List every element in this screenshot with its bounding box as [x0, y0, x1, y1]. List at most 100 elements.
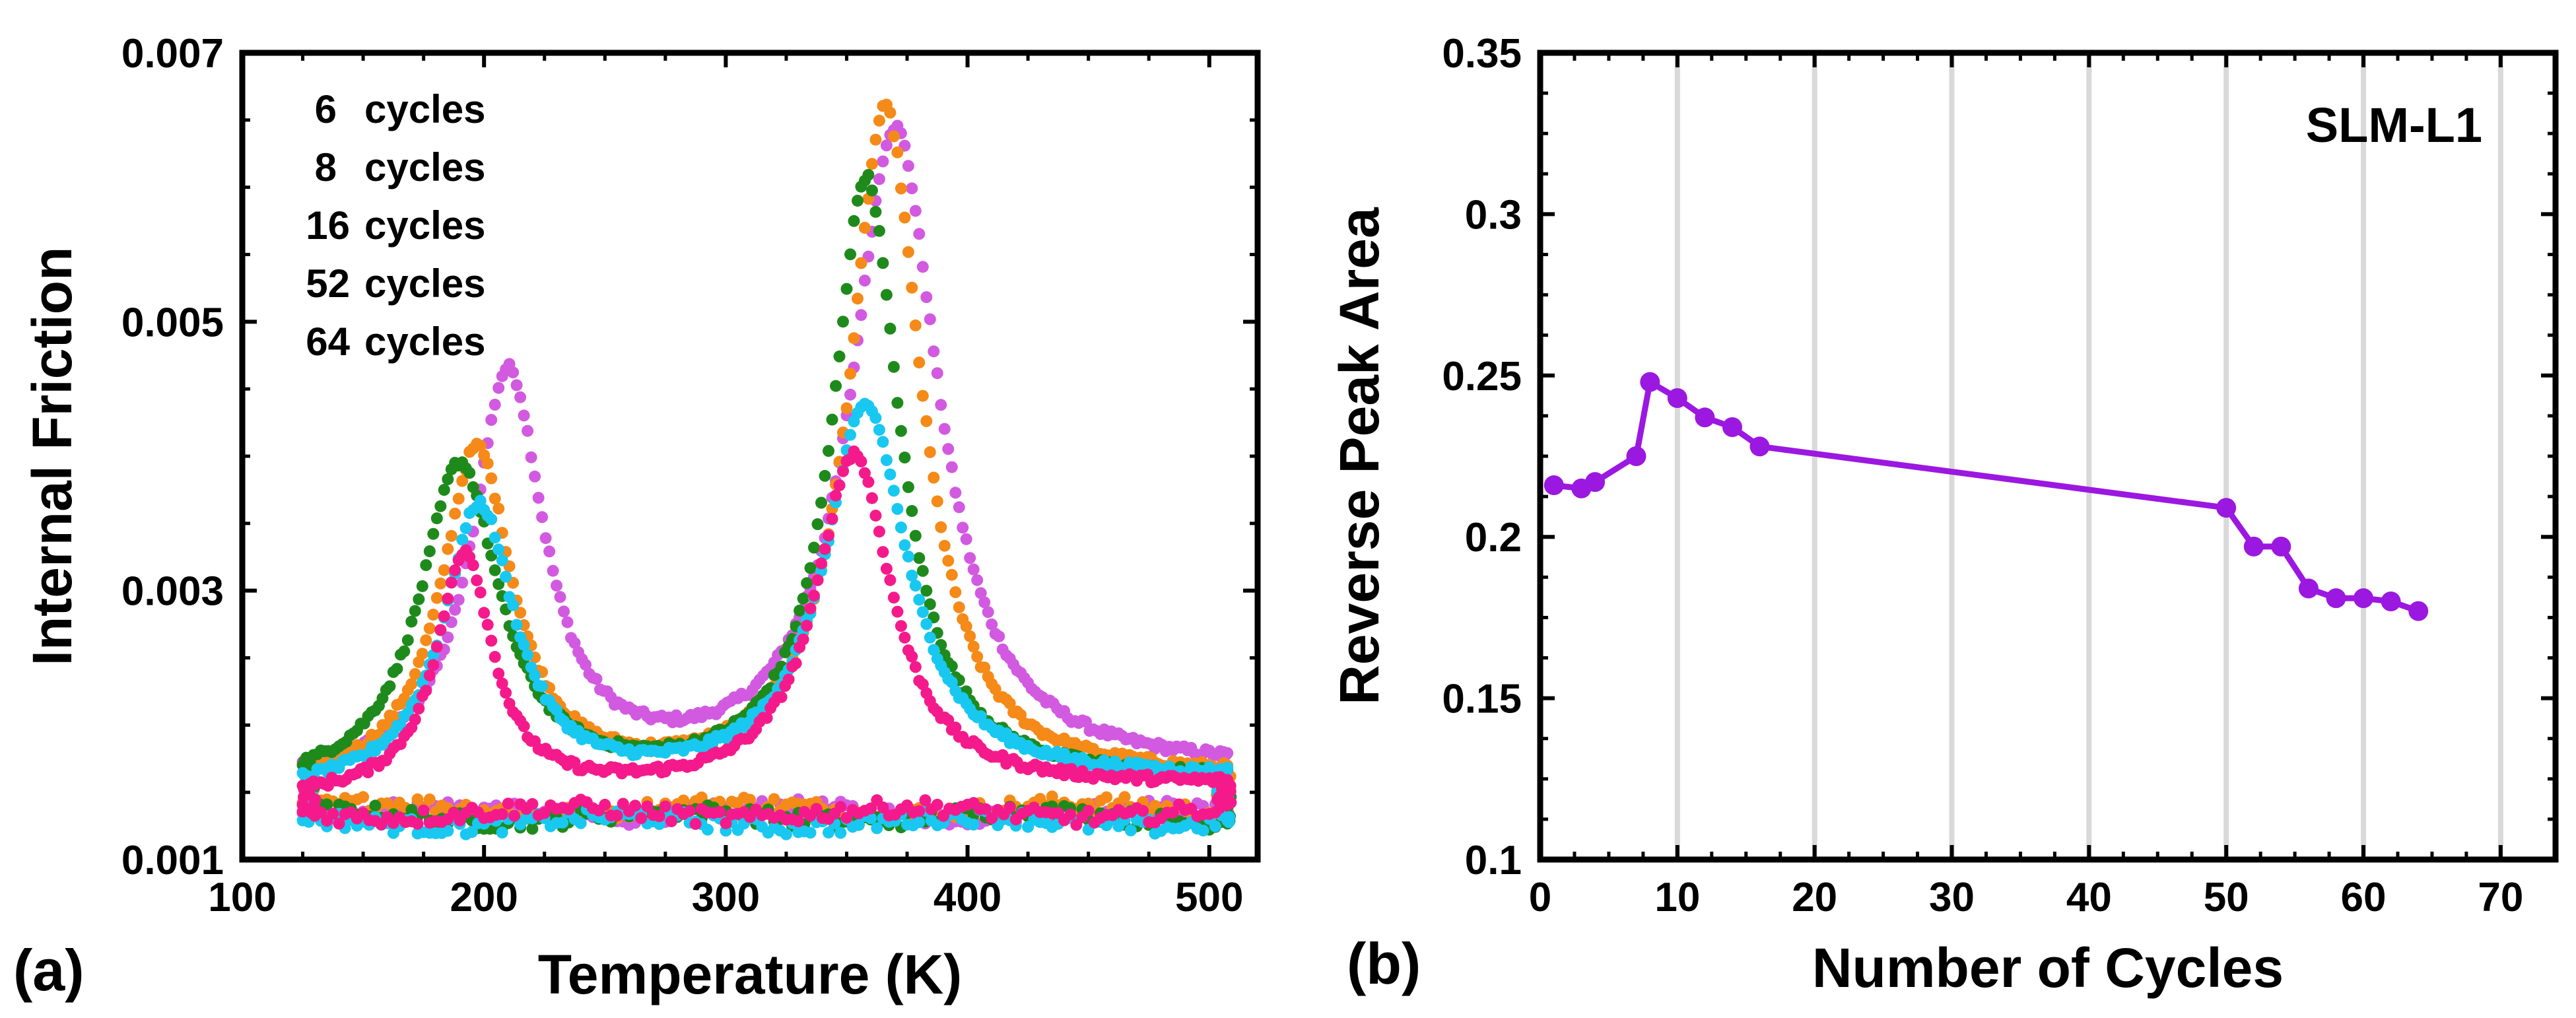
- data-point: [898, 631, 911, 644]
- data-point: [949, 586, 962, 598]
- data-point: [1082, 805, 1095, 817]
- data-point: [986, 618, 998, 630]
- data-point: [496, 554, 508, 566]
- data-point: [411, 793, 424, 805]
- b-ytick-label: 0.1: [1465, 838, 1522, 883]
- data-point: [438, 610, 450, 623]
- data-point: [449, 564, 461, 576]
- data-point: [442, 592, 454, 605]
- data-point: [790, 657, 802, 669]
- data-point: [2408, 601, 2429, 621]
- b-xtick-label: 50: [2204, 875, 2249, 920]
- data-point: [452, 594, 465, 606]
- data-point: [629, 799, 642, 812]
- data-point: [909, 205, 922, 217]
- data-point: [931, 495, 943, 508]
- data-point: [514, 391, 527, 403]
- data-point: [434, 500, 447, 512]
- data-point: [507, 599, 520, 611]
- data-point: [906, 650, 918, 663]
- data-point: [880, 454, 893, 466]
- data-point: [398, 645, 411, 658]
- data-point: [611, 809, 623, 822]
- data-point: [960, 533, 972, 545]
- data-point: [942, 555, 955, 567]
- data-point: [924, 446, 936, 458]
- panel-a: 100 200 300 400 500 0.001 0.003 0.005 0.007 6 cy…: [13, 31, 1261, 1005]
- data-point: [931, 367, 943, 380]
- data-point: [862, 476, 875, 489]
- data-point: [420, 685, 432, 697]
- panel-label-a: (a): [13, 937, 85, 1003]
- data-point: [518, 720, 530, 733]
- data-point: [467, 559, 479, 572]
- data-point: [1209, 820, 1221, 832]
- data-point: [423, 622, 436, 634]
- data-point: [536, 511, 549, 524]
- data-point: [536, 680, 549, 693]
- data-point: [797, 592, 809, 605]
- data-point: [964, 630, 976, 642]
- data-point: [2381, 592, 2401, 611]
- data-point: [880, 562, 893, 575]
- legend-unit-0: cycles: [364, 87, 486, 131]
- data-point: [561, 616, 574, 628]
- series-annotation-b: SLM-L1: [2306, 98, 2482, 153]
- data-point: [2298, 578, 2319, 599]
- data-point: [1101, 791, 1113, 803]
- data-point: [420, 559, 432, 571]
- data-point: [898, 211, 911, 224]
- data-point: [554, 591, 566, 603]
- data-point: [1749, 436, 1770, 457]
- data-point: [877, 436, 889, 448]
- data-point: [413, 593, 425, 605]
- data-point: [877, 801, 889, 813]
- data-point: [801, 577, 813, 590]
- data-point: [938, 423, 951, 435]
- data-point: [848, 215, 860, 227]
- data-point: [916, 390, 929, 402]
- a-xtick-label: 400: [933, 875, 1001, 920]
- data-point: [387, 710, 399, 722]
- data-point: [409, 605, 421, 617]
- data-point: [1124, 824, 1137, 836]
- data-point: [865, 158, 878, 170]
- data-point: [489, 492, 501, 505]
- data-point: [701, 823, 714, 836]
- data-point: [880, 288, 893, 301]
- data-point: [794, 604, 806, 617]
- data-point: [452, 492, 465, 505]
- data-point: [489, 651, 501, 663]
- legend-number-2: 16: [306, 203, 350, 248]
- data-point: [2271, 536, 2291, 557]
- data-point: [869, 412, 882, 424]
- data-point: [532, 492, 545, 504]
- data-point: [953, 601, 965, 613]
- b-xtick-label: 30: [1929, 875, 1975, 920]
- data-point: [438, 484, 450, 496]
- a-ytick-label: 0.005: [121, 300, 224, 345]
- data-point: [919, 794, 932, 807]
- series-group-b: [1543, 372, 2429, 621]
- data-point: [514, 607, 527, 619]
- data-point: [837, 316, 849, 328]
- data-point: [924, 598, 936, 611]
- data-point: [409, 668, 421, 680]
- data-point: [891, 502, 904, 515]
- data-point: [430, 640, 443, 653]
- data-point: [877, 257, 889, 269]
- data-point: [456, 533, 469, 546]
- data-point: [852, 819, 865, 831]
- data-point: [942, 443, 955, 456]
- data-point: [518, 409, 530, 422]
- data-point: [830, 489, 842, 502]
- data-point: [895, 620, 907, 632]
- a-xtick-label: 300: [692, 875, 760, 920]
- data-point: [547, 564, 559, 577]
- data-point: [434, 577, 447, 590]
- data-point: [862, 168, 875, 181]
- data-point: [641, 800, 654, 813]
- data-point: [887, 360, 900, 373]
- legend-number-4: 64: [306, 320, 350, 364]
- data-point: [891, 397, 904, 409]
